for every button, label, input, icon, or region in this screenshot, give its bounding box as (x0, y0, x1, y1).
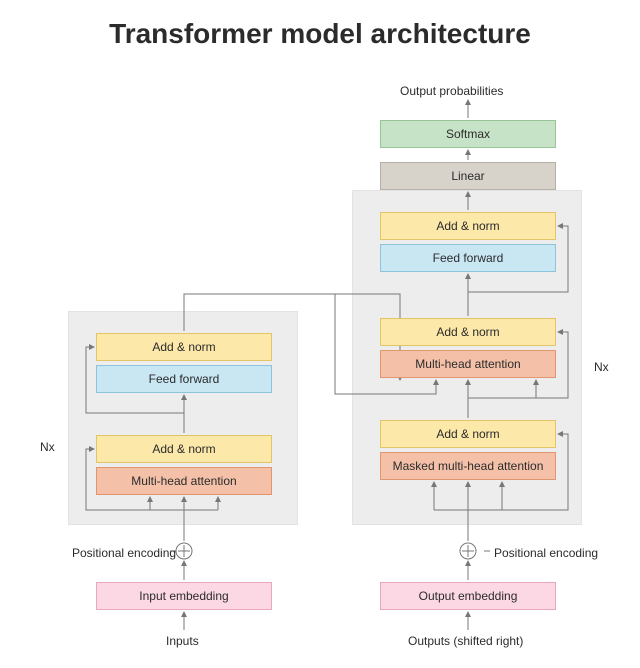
page-title: Transformer model architecture (0, 18, 640, 50)
label-pos_enc_left: Positional encoding (72, 546, 176, 560)
block-enc_mha: Multi-head attention (96, 467, 272, 495)
label-inputs: Inputs (166, 634, 199, 648)
block-out_embed: Output embedding (380, 582, 556, 610)
block-dec_addnorm3: Add & norm (380, 420, 556, 448)
block-dec_ff: Feed forward (380, 244, 556, 272)
block-softmax: Softmax (380, 120, 556, 148)
diagram-stage: Transformer model architecture Softmax Li… (0, 0, 640, 668)
block-enc_addnorm2: Add & norm (96, 435, 272, 463)
plus-circle-plus_left (176, 543, 192, 559)
block-in_embed: Input embedding (96, 582, 272, 610)
label-output_prob: Output probabilities (400, 84, 503, 98)
block-dec_addnorm1: Add & norm (380, 212, 556, 240)
block-dec_addnorm2: Add & norm (380, 318, 556, 346)
block-enc_ff: Feed forward (96, 365, 272, 393)
block-linear: Linear (380, 162, 556, 190)
block-dec_masked: Masked multi-head attention (380, 452, 556, 480)
label-nx_right: Nx (594, 360, 609, 374)
block-dec_mha: Multi-head attention (380, 350, 556, 378)
plus-circle-plus_right (460, 543, 476, 559)
block-enc_addnorm1: Add & norm (96, 333, 272, 361)
label-pos_enc_right: Positional encoding (494, 546, 598, 560)
label-outputs: Outputs (shifted right) (408, 634, 523, 648)
label-nx_left: Nx (40, 440, 55, 454)
